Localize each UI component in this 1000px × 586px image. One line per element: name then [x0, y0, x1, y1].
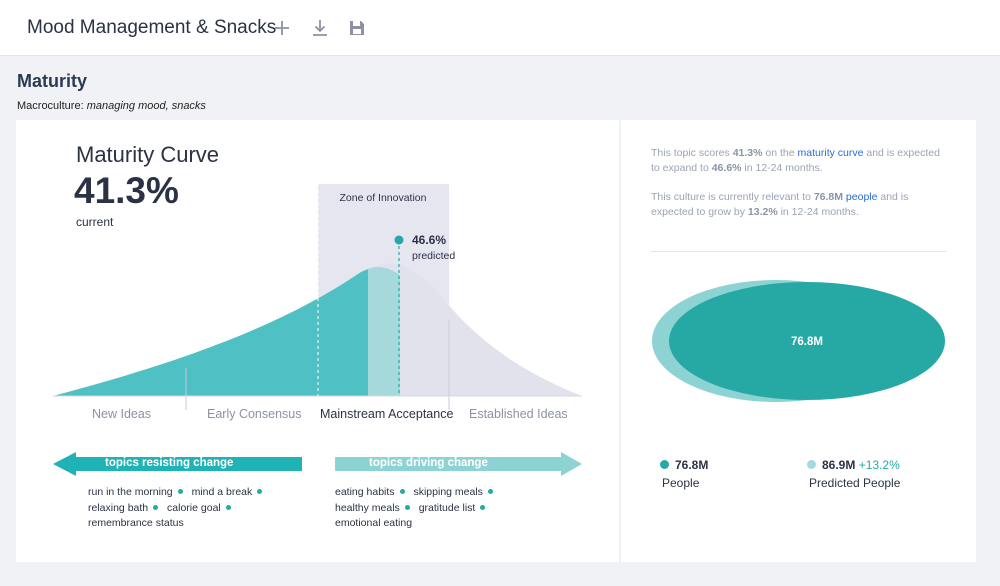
driving-change-label: topics driving change	[369, 457, 488, 469]
predicted-caption: predicted	[412, 250, 455, 262]
legend-dot-icon	[660, 460, 669, 469]
legend-dot-icon	[807, 460, 816, 469]
topic-row: eating habits skipping meals	[335, 485, 499, 501]
topic-row: run in the morning mind a break	[88, 485, 268, 501]
topic-row: emotional eating	[335, 516, 499, 532]
topic-item[interactable]: mind a break	[192, 485, 269, 501]
topic-dot-icon	[480, 504, 486, 510]
resisting-change-arrow	[53, 452, 302, 476]
maturity-curve-chart: Zone of Innovation 46.6% predicted	[53, 184, 582, 476]
driving-change-arrow	[335, 452, 582, 476]
topic-item[interactable]: skipping meals	[413, 485, 498, 501]
summary-text: This topic scores 41.3% on the maturity …	[651, 146, 951, 234]
topic-item[interactable]: run in the morning	[88, 485, 189, 501]
topic-item[interactable]: healthy meals	[335, 501, 416, 517]
macroculture-value: managing mood, snacks	[86, 100, 206, 112]
stage-mainstream-acceptance: Mainstream Acceptance	[320, 407, 454, 421]
stage-new-ideas: New Ideas	[92, 407, 152, 421]
people-link[interactable]: people	[845, 191, 878, 203]
predicted-value: 46.6%	[412, 233, 446, 247]
topic-row: relaxing bath calorie goal	[88, 501, 268, 517]
maturity-curve-link[interactable]: maturity curve	[797, 147, 864, 159]
topic-dot-icon	[399, 489, 405, 495]
summary-paragraph-people: This culture is currently relevant to 76…	[651, 191, 909, 218]
people-bubble-chart: 76.8M	[652, 280, 945, 402]
topic-item[interactable]: relaxing bath	[88, 501, 164, 517]
current-people-bubble[interactable]	[669, 282, 945, 400]
topic-dot-icon	[404, 504, 410, 510]
maturity-curve-title: Maturity Curve	[76, 142, 220, 167]
topic-item[interactable]: calorie goal	[167, 501, 237, 517]
summary-paragraph-maturity: This topic scores 41.3% on the maturity …	[651, 147, 940, 174]
predicted-marker-dot[interactable]	[394, 235, 404, 245]
driving-topics-list: eating habits skipping meals healthy mea…	[335, 485, 499, 532]
topic-dot-icon	[257, 489, 263, 495]
topic-dot-icon	[153, 504, 159, 510]
stage-early-consensus: Early Consensus	[207, 407, 302, 421]
divider	[651, 251, 946, 252]
legend-people: 76.8M People	[660, 458, 709, 490]
topic-item[interactable]: remembrance status	[88, 517, 184, 529]
page-title: Mood Management & Snacks	[27, 17, 277, 38]
macroculture-line: Macroculture: managing mood, snacks	[17, 100, 206, 112]
topic-dot-icon	[177, 489, 183, 495]
maturity-current-value: 41.3%	[74, 170, 179, 211]
legend-predicted-people: 86.9M +13.2% Predicted People	[807, 458, 901, 490]
download-icon[interactable]	[310, 18, 330, 38]
topic-row: remembrance status	[88, 516, 268, 532]
resisting-topics-list: run in the morning mind a break relaxing…	[88, 485, 268, 532]
topic-dot-icon	[225, 504, 231, 510]
top-bar: Mood Management & Snacks	[0, 0, 1000, 56]
zone-label: Zone of Innovation	[340, 192, 427, 204]
topic-item[interactable]: emotional eating	[335, 517, 413, 529]
curve-current-fill	[53, 269, 368, 396]
topic-row: healthy meals gratitude list	[335, 501, 499, 517]
save-icon[interactable]	[347, 18, 367, 38]
topic-dot-icon	[487, 489, 493, 495]
section-title: Maturity	[17, 71, 88, 91]
topic-item[interactable]: eating habits	[335, 485, 411, 501]
macroculture-label: Macroculture:	[17, 100, 84, 112]
curve-predicted-fill	[368, 267, 400, 396]
plus-icon[interactable]	[272, 18, 292, 38]
topic-item[interactable]: gratitude list	[419, 501, 492, 517]
people-panel: This topic scores 41.3% on the maturity …	[621, 120, 976, 562]
bubble-center-label: 76.8M	[791, 336, 823, 348]
resisting-change-label: topics resisting change	[105, 457, 234, 469]
maturity-curve-panel: Zone of Innovation 46.6% predicted Matur…	[16, 120, 619, 562]
maturity-current-caption: current	[76, 215, 114, 229]
stage-established-ideas: Established Ideas	[469, 407, 568, 421]
